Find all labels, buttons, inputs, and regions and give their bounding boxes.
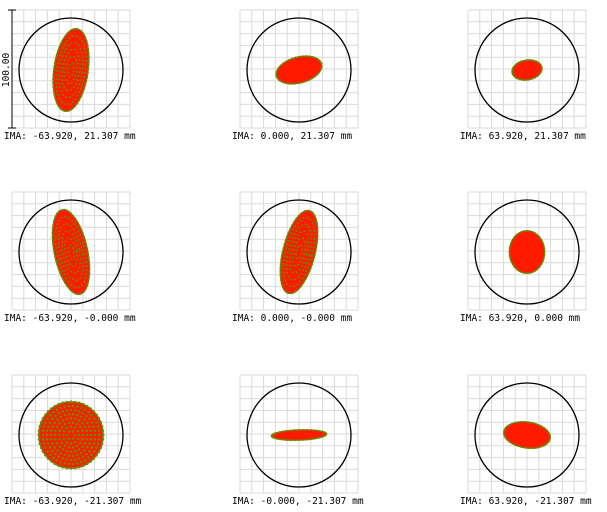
scale-bar-label: 100.00 [1,53,12,88]
field-label: IMA: 63.920, -21.307 mm [460,496,592,507]
spot-pattern [275,55,323,85]
field-label: IMA: 63.920, 0.000 mm [460,313,580,324]
spot-pattern [508,229,546,275]
field-label: IMA: -0.000, -21.307 mm [232,496,364,507]
spot-panel: IMA: 0.000, 21.307 mm [232,9,359,142]
airy-circle [474,382,580,488]
spot-pattern [52,27,90,113]
airy-circle [246,199,352,305]
field-label: IMA: -63.920, 21.307 mm [4,131,136,142]
spot-pattern [51,208,91,296]
field-label: IMA: 0.000, -0.000 mm [232,313,352,324]
spot-pattern [511,59,543,81]
field-label: IMA: 0.000, 21.307 mm [232,131,352,142]
airy-circle [246,17,352,123]
field-label: IMA: 63.920, 21.307 mm [460,131,586,142]
spot-pattern [279,209,319,295]
airy-circle [18,199,124,305]
spot-panel: IMA: 0.000, -0.000 mm [232,191,359,324]
spot-panel: IMA: -63.920, 21.307 mm [4,9,136,142]
spot-panel: IMA: 63.920, 21.307 mm [460,9,587,142]
airy-circle [474,199,580,305]
airy-circle [18,382,124,488]
airy-circle [246,382,352,488]
spot-pattern [37,400,105,470]
airy-circle [474,17,580,123]
spot-panel: IMA: -63.920, -21.307 mm [4,374,142,507]
field-label: IMA: -63.920, -0.000 mm [4,313,136,324]
spot-panel: IMA: -63.920, -0.000 mm [4,191,136,324]
airy-circle [18,17,124,123]
spot-pattern [270,428,328,442]
scale-bar [8,9,16,129]
spot-pattern [502,420,552,450]
field-label: IMA: -63.920, -21.307 mm [4,496,142,507]
spot-panel: IMA: -0.000, -21.307 mm [232,374,364,507]
spot-panel: IMA: 63.920, -21.307 mm [460,374,592,507]
spot-panel: IMA: 63.920, 0.000 mm [460,191,587,324]
